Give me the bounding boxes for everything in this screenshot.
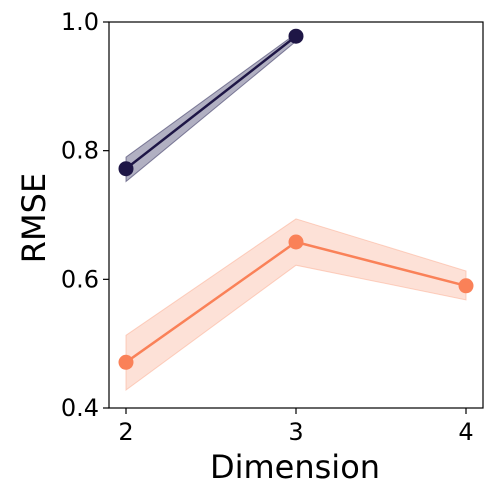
x-tick-label: 4 <box>458 418 473 446</box>
series-0-point <box>118 161 134 177</box>
y-tick-label: 0.6 <box>61 265 99 293</box>
axes-layer: 2 3 4 0.4 0.6 0.8 1.0 <box>61 8 474 446</box>
series-1-point <box>118 354 134 370</box>
y-tick-label: 0.4 <box>61 394 99 422</box>
plot-layer <box>118 28 474 391</box>
series-1-band <box>125 218 467 391</box>
y-axis-title: RMSE <box>15 173 53 263</box>
y-tick-label: 1.0 <box>61 8 99 36</box>
x-tick-label: 3 <box>288 418 303 446</box>
series-0-line <box>125 35 297 170</box>
x-axis-title: Dimension <box>210 448 380 486</box>
y-tick-label: 0.8 <box>61 137 99 165</box>
series-1-point <box>288 234 304 250</box>
series-0-point <box>288 28 304 44</box>
x-tick-label: 2 <box>118 418 133 446</box>
series-1-point <box>458 278 474 294</box>
